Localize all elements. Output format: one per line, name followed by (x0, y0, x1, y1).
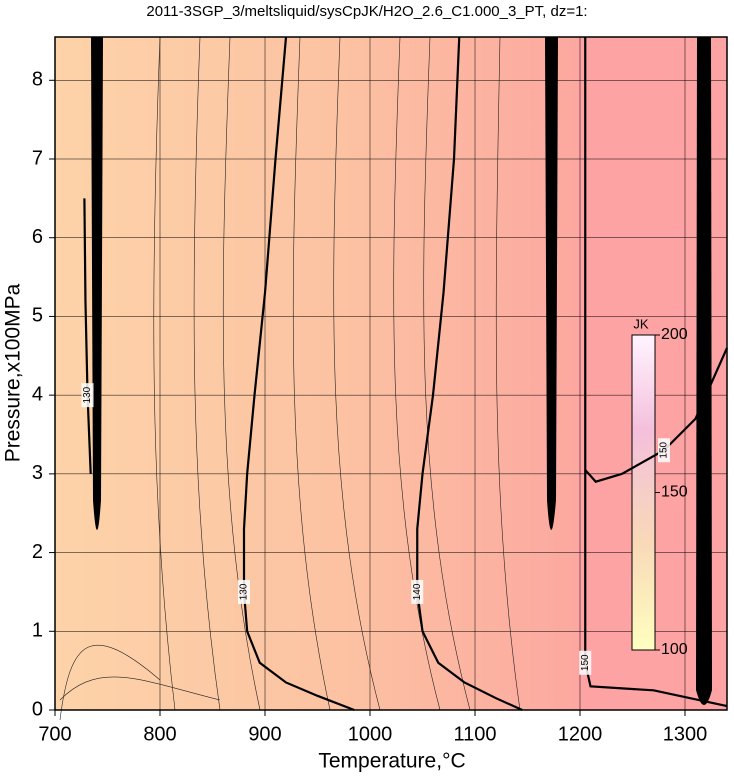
contour-label-bg (411, 579, 424, 604)
dense-contours (696, 37, 712, 705)
colorbar-tick-label: 100 (661, 641, 688, 658)
y-tick-label: 5 (32, 305, 43, 327)
y-tick-label: 0 (32, 698, 43, 720)
colorbar-tick-label: 200 (661, 326, 688, 343)
y-tick-label: 8 (32, 69, 43, 91)
contour-label: 150 (659, 441, 670, 458)
y-tick-label: 2 (32, 541, 43, 563)
contour-label: 130 (239, 583, 250, 600)
dense-contours (91, 37, 103, 530)
x-tick-label: 900 (248, 723, 281, 745)
y-tick-label: 1 (32, 620, 43, 642)
contour-label-bg (658, 438, 670, 463)
contour-label: 140 (412, 583, 423, 600)
contour-label-bg (238, 579, 250, 604)
x-tick-label: 1200 (558, 723, 603, 745)
thin-contours (59, 36, 521, 721)
x-axis-label: Temperature,°C (318, 750, 465, 773)
x-tick-label: 700 (38, 723, 71, 745)
y-tick-label: 4 (32, 383, 43, 405)
contour-line (584, 347, 729, 483)
x-tick-label: 1300 (663, 723, 708, 745)
y-axis-label: Pressure,x100MPa (2, 283, 25, 462)
contour-line (416, 36, 523, 712)
x-tick-label: 1100 (453, 723, 496, 745)
contour-label-bg (81, 383, 94, 408)
contour-label: 150 (580, 654, 591, 671)
colorbar (631, 334, 656, 651)
contour-line (83, 198, 92, 474)
frame (54, 36, 728, 711)
contour-label: 130 (82, 386, 93, 403)
background (55, 37, 578, 710)
colorbar-tick-label: 150 (661, 484, 688, 501)
y-tick-label: 6 (32, 226, 43, 248)
y-tick-label: 3 (32, 462, 43, 484)
colorbar-label: JK (633, 316, 649, 331)
y-tick-label: 7 (32, 147, 43, 169)
chart-title: 2011-3SGP_3/meltsliquid/sysCpJK/H2O_2.6_… (146, 3, 587, 20)
contour-label-bg (579, 650, 592, 675)
x-tick-label: 1000 (348, 723, 393, 745)
x-tick-label: 800 (143, 723, 176, 745)
dense-contours (545, 37, 558, 530)
contour-line (242, 36, 355, 712)
